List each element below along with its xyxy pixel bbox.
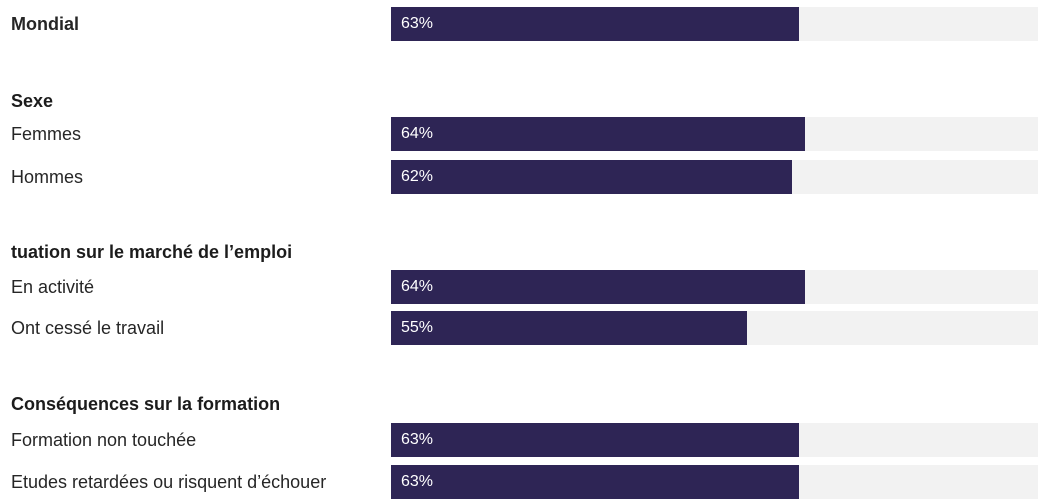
bar-row-femmes: Femmes 64% [0,117,1038,151]
group-heading-tuation-sur-le-marche-de-l-emploi: tuation sur le marché de l’emploi [0,235,1038,269]
bar-value-label: 63% [401,15,434,32]
bar-value-label: 63% [401,473,434,490]
bar-value-label: 63% [401,431,434,448]
bar-track: 63% [391,465,1038,499]
bar [391,311,747,345]
bar-value-label: 64% [401,278,434,295]
bar-row-en-activite: En activité 64% [0,270,1038,304]
group-title: tuation sur le marché de l’emploi [11,242,293,262]
bar-row-etudes-retardees-ou-risquent-d-echouer: Etudes retardées ou risquent d’échouer 63… [0,465,1038,499]
bar-track: 64% [391,117,1038,151]
bar-value-label: 55% [401,319,434,336]
bar-track: 63% [391,423,1038,457]
group-title: Conséquences sur la formation [11,394,281,414]
group-title: Sexe [11,91,54,111]
bar-value-label: 64% [401,125,434,142]
bar-row-ont-cesse-le-travail: Ont cessé le travail 55% [0,311,1038,345]
bar-track: 62% [391,160,1038,194]
bar-track: 64% [391,270,1038,304]
bar-row-formation-non-touchee: Formation non touchée 63% [0,423,1038,457]
bar [391,160,792,194]
bar-track: 63% [391,7,1038,41]
bar [391,7,799,41]
bar [391,270,805,304]
bar-row-hommes: Hommes 62% [0,160,1038,194]
group-heading-sexe: Sexe [0,84,1038,118]
bar-row-mondial: Mondial 63% [0,7,1038,41]
category-label: Femmes [11,124,82,144]
category-label: Hommes [11,167,84,187]
bar [391,423,799,457]
category-label: Formation non touchée [11,430,197,450]
bar [391,117,805,151]
bar-track: 55% [391,311,1038,345]
bar [391,465,799,499]
category-label: Etudes retardées ou risquent d’échouer [11,472,327,492]
category-label: Ont cessé le travail [11,318,165,338]
category-label: Mondial [11,14,79,34]
bar-value-label: 62% [401,168,434,185]
group-heading-consequences-sur-la-formation: Conséquences sur la formation [0,387,1038,421]
category-label: En activité [11,277,95,297]
